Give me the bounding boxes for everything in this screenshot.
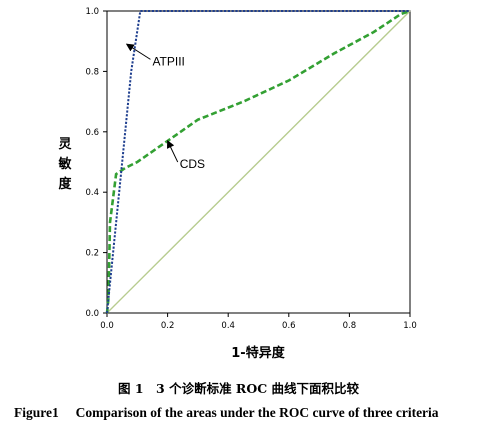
x-axis-title: 1-特异度	[231, 345, 285, 361]
y-tick-label: 0.6	[85, 128, 99, 138]
x-tick-label: 0.6	[282, 321, 296, 331]
y-axis: 0.0 0.2 0.4 0.6 0.8 1.0	[85, 7, 107, 319]
annotation-arrow	[167, 139, 179, 163]
y-axis-title: 灵敏度	[57, 137, 72, 192]
y-tick-label: 0.2	[85, 249, 99, 259]
y-tick-label: 0.0	[85, 309, 99, 319]
series-line-cds	[105, 9, 411, 314]
annotation-label: ATPIII	[152, 54, 184, 68]
series-layer	[105, 9, 411, 314]
y-tick-label: 0.8	[85, 67, 99, 77]
caption-english: Figure1 Comparison of the areas under th…	[14, 405, 439, 420]
annotation-arrow	[125, 43, 151, 60]
caption-chinese: 图 1 3 个诊断标准 ROC 曲线下面积比较	[117, 381, 360, 396]
x-tick-label: 0.4	[221, 321, 235, 331]
x-axis: 0.0 0.2 0.4 0.6 0.8 1.0	[100, 313, 417, 331]
annotation-label: CDS	[180, 157, 205, 171]
y-tick-label: 0.4	[85, 188, 99, 198]
x-tick-label: 0.2	[161, 321, 175, 331]
series-line-atpiii	[106, 10, 410, 314]
series-line-reference	[106, 10, 411, 314]
x-tick-label: 0.8	[343, 321, 357, 331]
roc-chart: 0.0 0.2 0.4 0.6 0.8 1.0 0.0 0.2 0.4 0.6 0.8 1.0 AT…	[57, 7, 417, 361]
x-tick-label: 1.0	[403, 321, 417, 331]
y-tick-label: 1.0	[85, 7, 99, 17]
x-tick-label: 0.0	[100, 321, 114, 331]
annotation-layer: ATPIII CDS	[125, 43, 205, 171]
